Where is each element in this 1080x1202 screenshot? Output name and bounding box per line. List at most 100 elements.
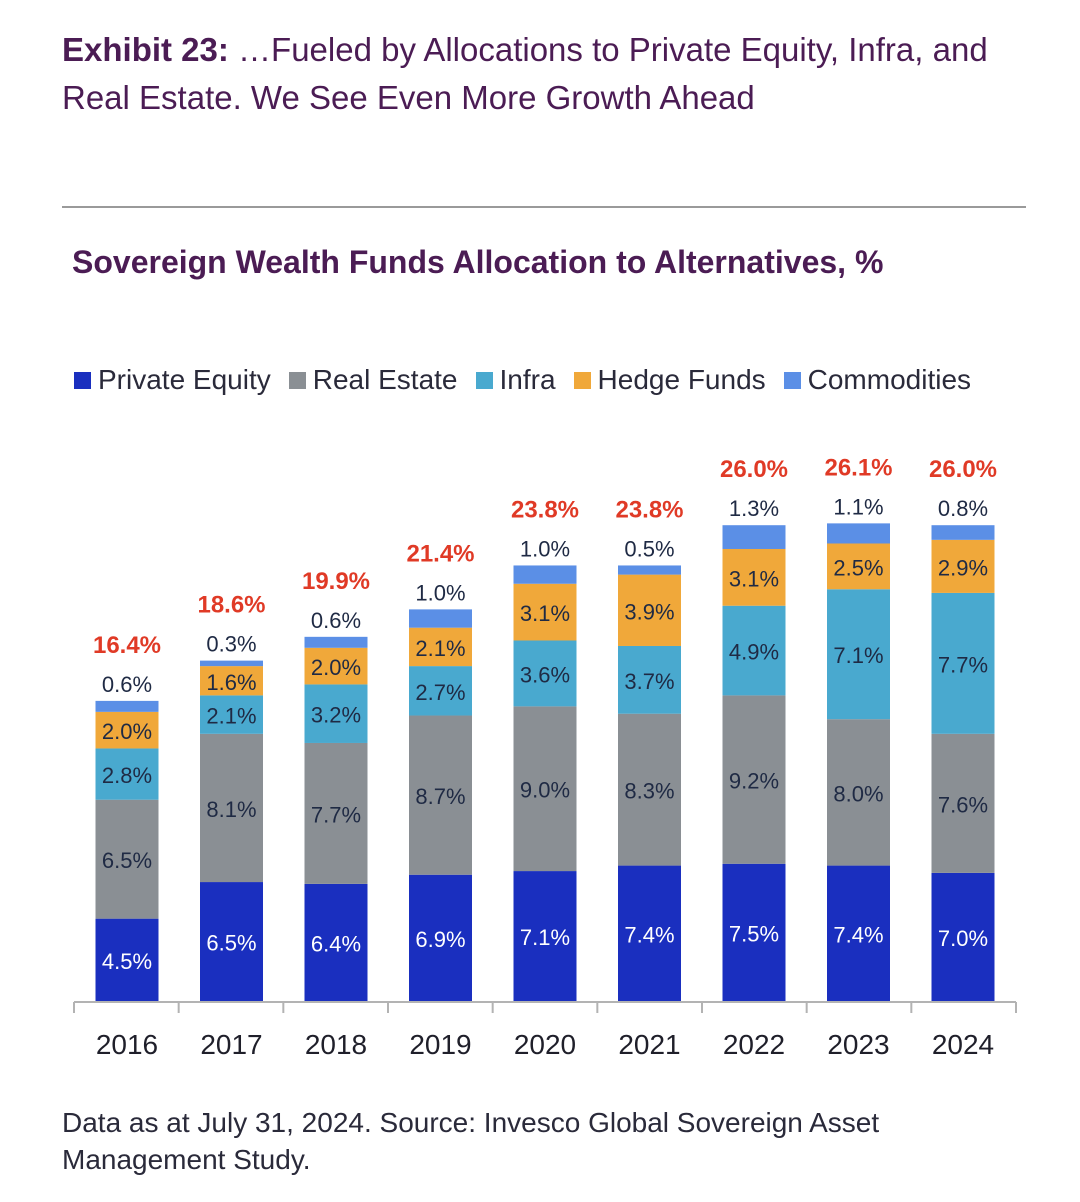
data-label-real-estate-2024: 7.6% xyxy=(938,792,988,817)
data-label-hedge-funds-2019: 2.1% xyxy=(415,636,465,661)
data-label-real-estate-2021: 8.3% xyxy=(624,779,674,804)
bar-real-estate-2017 xyxy=(200,733,263,883)
data-label-private-equity-2023: 7.4% xyxy=(833,922,883,947)
bar-hedge-funds-2021 xyxy=(618,574,681,646)
legend-item-hedge-funds: Hedge Funds xyxy=(573,364,766,396)
x-tick-label-2024: 2024 xyxy=(932,1029,994,1060)
bar-infra-2021 xyxy=(618,645,681,714)
bar-hedge-funds-2016 xyxy=(95,711,159,749)
data-label-real-estate-2017: 8.1% xyxy=(206,797,256,822)
bar-commodities-2024 xyxy=(931,525,995,540)
bar-commodities-2016 xyxy=(95,700,159,712)
x-tick-label-2018: 2018 xyxy=(305,1029,367,1060)
legend-swatch-hedge-funds xyxy=(573,371,591,389)
total-label-2020: 23.8% xyxy=(511,496,579,523)
bar-hedge-funds-2023 xyxy=(827,543,890,590)
data-label-hedge-funds-2023: 2.5% xyxy=(833,555,883,580)
data-label-commodities-2017: 0.3% xyxy=(206,632,256,657)
bar-commodities-2020 xyxy=(513,565,577,584)
bar-hedge-funds-2018 xyxy=(304,647,368,685)
data-label-infra-2017: 2.1% xyxy=(206,704,256,729)
bar-commodities-2017 xyxy=(200,660,263,667)
data-label-commodities-2020: 1.0% xyxy=(520,536,570,561)
x-tick-label-2017: 2017 xyxy=(200,1029,262,1060)
bar-commodities-2021 xyxy=(618,565,681,575)
x-tick-label-2019: 2019 xyxy=(409,1029,471,1060)
x-tick-label-2023: 2023 xyxy=(827,1029,889,1060)
total-label-2022: 26.0% xyxy=(720,456,788,483)
data-label-hedge-funds-2017: 1.6% xyxy=(206,670,256,695)
total-label-2021: 23.8% xyxy=(615,496,683,523)
total-label-2024: 26.0% xyxy=(929,456,997,483)
bar-private-equity-2016 xyxy=(95,918,159,1001)
data-label-hedge-funds-2018: 2.0% xyxy=(311,655,361,680)
legend-swatch-infra xyxy=(475,371,493,389)
bar-private-equity-2017 xyxy=(200,882,263,1001)
data-label-hedge-funds-2024: 2.9% xyxy=(938,555,988,580)
legend-label-real-estate: Real Estate xyxy=(312,364,458,395)
bar-infra-2023 xyxy=(827,589,890,720)
total-label-2023: 26.1% xyxy=(824,454,892,481)
bar-commodities-2019 xyxy=(409,609,472,628)
source-footnote: Data as at July 31, 2024. Source: Invesc… xyxy=(62,1107,880,1175)
legend-label-private-equity: Private Equity xyxy=(98,364,271,395)
bar-hedge-funds-2017 xyxy=(200,666,263,696)
bar-private-equity-2024 xyxy=(931,872,995,1001)
data-label-hedge-funds-2016: 2.0% xyxy=(102,719,152,744)
data-label-private-equity-2022: 7.5% xyxy=(729,921,779,946)
bar-private-equity-2020 xyxy=(513,871,577,1001)
exhibit-heading: Exhibit 23: …Fueled by Allocations to Pr… xyxy=(62,26,1022,122)
divider xyxy=(62,206,1026,208)
bar-hedge-funds-2024 xyxy=(931,539,995,593)
chart-legend: Private Equity Real Estate Infra Hedge F… xyxy=(74,364,989,396)
legend-item-private-equity: Private Equity xyxy=(74,364,271,396)
bar-real-estate-2022 xyxy=(722,695,786,864)
data-label-real-estate-2018: 7.7% xyxy=(311,802,361,827)
data-label-commodities-2023: 1.1% xyxy=(833,494,883,519)
data-label-real-estate-2019: 8.7% xyxy=(415,784,465,809)
total-label-2018: 19.9% xyxy=(302,568,370,595)
data-label-real-estate-2020: 9.0% xyxy=(520,778,570,803)
data-label-commodities-2016: 0.6% xyxy=(102,672,152,697)
bar-infra-2022 xyxy=(722,605,786,696)
legend-label-commodities: Commodities xyxy=(807,364,972,395)
data-label-infra-2016: 2.8% xyxy=(102,763,152,788)
data-label-hedge-funds-2022: 3.1% xyxy=(729,566,779,591)
data-label-commodities-2024: 0.8% xyxy=(938,496,988,521)
data-label-private-equity-2018: 6.4% xyxy=(311,931,361,956)
data-label-private-equity-2017: 6.5% xyxy=(206,931,256,956)
legend-swatch-commodities xyxy=(783,371,801,389)
bar-hedge-funds-2019 xyxy=(409,627,472,667)
bar-commodities-2022 xyxy=(722,525,786,549)
bar-infra-2017 xyxy=(200,695,263,734)
data-label-real-estate-2016: 6.5% xyxy=(102,848,152,873)
data-label-private-equity-2020: 7.1% xyxy=(520,925,570,950)
data-label-private-equity-2021: 7.4% xyxy=(624,922,674,947)
bar-infra-2019 xyxy=(409,666,472,716)
data-label-commodities-2018: 0.6% xyxy=(311,608,361,633)
total-label-2016: 16.4% xyxy=(93,632,161,659)
x-tick-label-2020: 2020 xyxy=(514,1029,576,1060)
data-label-infra-2023: 7.1% xyxy=(833,643,883,668)
bar-private-equity-2019 xyxy=(409,874,472,1001)
bar-private-equity-2018 xyxy=(304,883,368,1001)
bar-private-equity-2021 xyxy=(618,865,681,1001)
exhibit-text: …Fueled by Allocations to Private Equity… xyxy=(62,31,988,116)
data-label-infra-2018: 3.2% xyxy=(311,703,361,728)
data-label-private-equity-2024: 7.0% xyxy=(938,926,988,951)
legend-swatch-private-equity xyxy=(74,371,91,389)
data-label-commodities-2019: 1.0% xyxy=(415,580,465,605)
data-label-real-estate-2023: 8.0% xyxy=(833,781,883,806)
bar-real-estate-2019 xyxy=(409,715,472,875)
data-label-infra-2019: 2.7% xyxy=(415,680,465,705)
bar-private-equity-2022 xyxy=(722,863,786,1001)
data-label-commodities-2022: 1.3% xyxy=(729,496,779,521)
data-label-infra-2021: 3.7% xyxy=(624,669,674,694)
x-tick-label-2022: 2022 xyxy=(723,1029,785,1060)
x-tick-label-2021: 2021 xyxy=(618,1029,680,1060)
legend-item-real-estate: Real Estate xyxy=(288,364,458,396)
bar-infra-2016 xyxy=(95,748,159,800)
data-label-commodities-2021: 0.5% xyxy=(624,536,674,561)
bar-hedge-funds-2020 xyxy=(513,583,577,641)
